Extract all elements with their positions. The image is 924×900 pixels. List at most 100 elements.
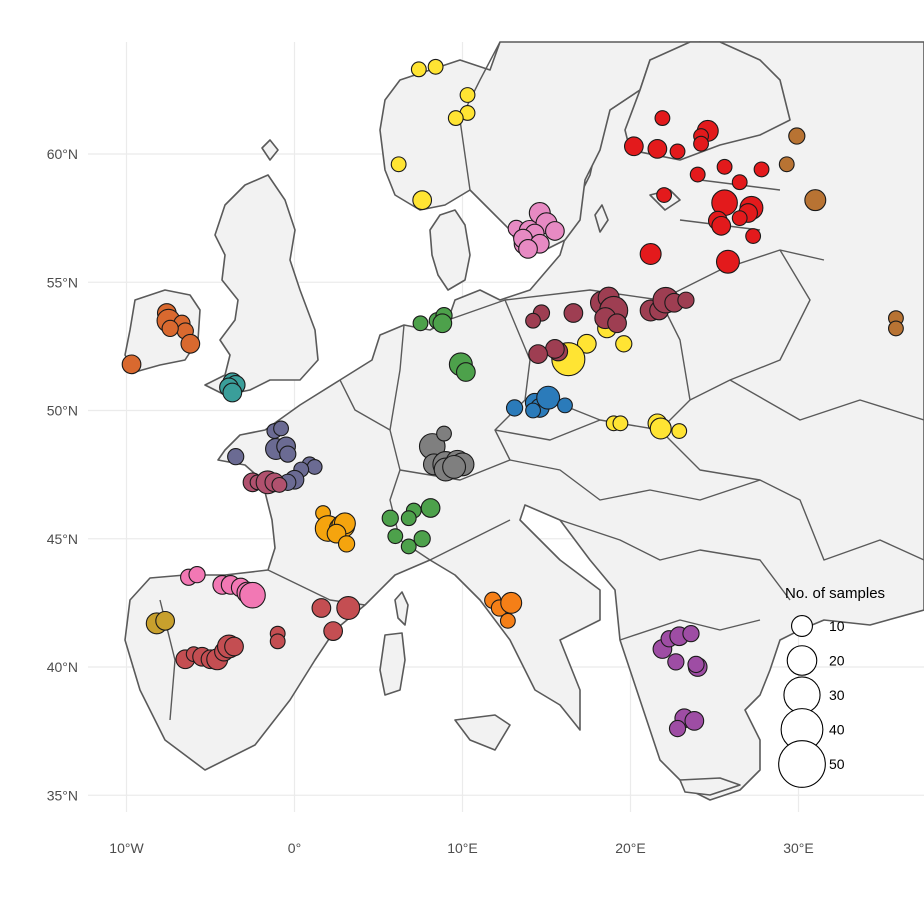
sample-point xyxy=(669,143,686,160)
sample-point xyxy=(224,636,244,657)
y-tick-label: 45°N xyxy=(47,531,78,547)
sample-point xyxy=(412,190,433,211)
sample-point xyxy=(804,189,827,212)
sample-point xyxy=(649,417,672,440)
sample-point xyxy=(647,138,668,159)
sample-point xyxy=(269,633,286,650)
axis-tick-labels: 10°W 0° 10°E 20°E 30°E 35°N 40°N 45°N 50°N 55°N 60… xyxy=(47,146,814,856)
sample-point xyxy=(716,158,733,175)
y-tick-label: 55°N xyxy=(47,274,78,290)
sample-point xyxy=(888,320,904,337)
sample-point xyxy=(447,110,464,127)
sample-point xyxy=(677,291,695,309)
land-gotland xyxy=(594,204,609,233)
sample-point xyxy=(180,333,201,354)
sample-point xyxy=(753,161,770,178)
sample-point xyxy=(273,420,289,437)
border-balkans xyxy=(509,459,791,641)
sample-point xyxy=(306,458,323,475)
sample-point xyxy=(682,625,700,643)
legend-title: No. of samples xyxy=(785,585,885,602)
sample-point xyxy=(525,312,541,329)
sample-point xyxy=(639,243,662,266)
sample-point xyxy=(432,313,453,334)
sample-point xyxy=(227,448,245,466)
land-finland xyxy=(624,41,791,161)
sample-point xyxy=(693,135,709,152)
sample-points xyxy=(121,58,904,738)
sample-point xyxy=(528,344,548,364)
sample-point xyxy=(500,591,523,614)
sample-point xyxy=(410,61,427,78)
sample-point xyxy=(499,612,516,629)
x-tick-label: 30°E xyxy=(783,840,814,856)
sample-point xyxy=(563,303,584,323)
sample-point xyxy=(612,415,629,432)
sample-point xyxy=(557,397,573,414)
legend-size-label: 10 xyxy=(829,618,845,634)
sample-point xyxy=(436,425,452,442)
sample-point xyxy=(505,399,524,417)
sample-point xyxy=(536,385,561,410)
land-sicily xyxy=(454,714,511,751)
sample-point xyxy=(545,221,565,241)
legend-size-circle xyxy=(791,615,813,637)
legend-size-label: 40 xyxy=(829,722,845,738)
x-tick-label: 10°W xyxy=(109,840,144,856)
sample-point xyxy=(161,319,179,338)
sample-point xyxy=(671,423,688,439)
legend-size-label: 30 xyxy=(829,687,845,703)
sample-point xyxy=(121,354,142,375)
sample-point xyxy=(459,87,476,103)
sample-point xyxy=(615,335,633,353)
x-tick-label: 0° xyxy=(288,840,301,856)
sample-point xyxy=(387,528,404,545)
y-tick-label: 40°N xyxy=(47,659,78,675)
y-tick-label: 35°N xyxy=(47,787,78,803)
sample-point xyxy=(336,596,361,620)
sample-point xyxy=(711,215,732,236)
sample-point xyxy=(731,210,748,227)
legend: No. of samples 10 20 30 40 50 xyxy=(778,585,885,788)
sample-point xyxy=(239,581,266,609)
sample-point xyxy=(778,156,795,173)
sample-point xyxy=(745,228,762,245)
sample-point xyxy=(654,110,671,127)
sample-point xyxy=(222,382,243,403)
sample-point xyxy=(337,535,356,553)
sample-point xyxy=(188,566,206,584)
legend-size-circle xyxy=(783,676,821,714)
land-crete xyxy=(679,777,741,796)
sample-point xyxy=(715,249,740,274)
sample-point xyxy=(518,239,538,259)
sample-point xyxy=(381,509,399,527)
border-east xyxy=(659,249,924,561)
x-tick-label: 20°E xyxy=(615,840,646,856)
sample-point xyxy=(323,621,344,641)
legend-size-circle xyxy=(786,645,818,676)
sample-point xyxy=(687,655,705,674)
sample-point xyxy=(412,315,429,332)
sample-point xyxy=(427,58,444,75)
sample-point xyxy=(525,402,541,419)
legend-items: 10 20 30 40 50 xyxy=(778,615,845,788)
sample-point xyxy=(442,454,467,479)
sample-point xyxy=(455,362,476,382)
y-tick-label: 60°N xyxy=(47,146,78,162)
sample-point xyxy=(607,313,627,334)
sample-point xyxy=(155,610,176,631)
legend-size-label: 20 xyxy=(829,653,845,669)
land-sardinia xyxy=(379,632,406,696)
x-tick-label: 10°E xyxy=(447,840,478,856)
sample-point xyxy=(413,530,431,548)
sample-point xyxy=(689,166,706,183)
legend-size-label: 50 xyxy=(829,756,845,772)
sample-point xyxy=(668,719,687,738)
border-italy xyxy=(429,519,511,561)
sample-point xyxy=(623,136,644,157)
sample-point xyxy=(390,156,407,173)
sample-point xyxy=(311,598,332,618)
sample-point xyxy=(400,538,417,555)
y-tick-label: 50°N xyxy=(47,403,78,419)
legend-size-circle xyxy=(778,740,826,788)
